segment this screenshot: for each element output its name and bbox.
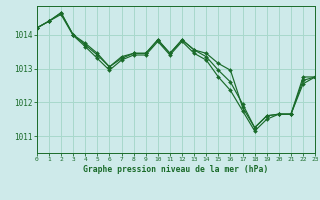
X-axis label: Graphe pression niveau de la mer (hPa): Graphe pression niveau de la mer (hPa) (84, 165, 268, 174)
